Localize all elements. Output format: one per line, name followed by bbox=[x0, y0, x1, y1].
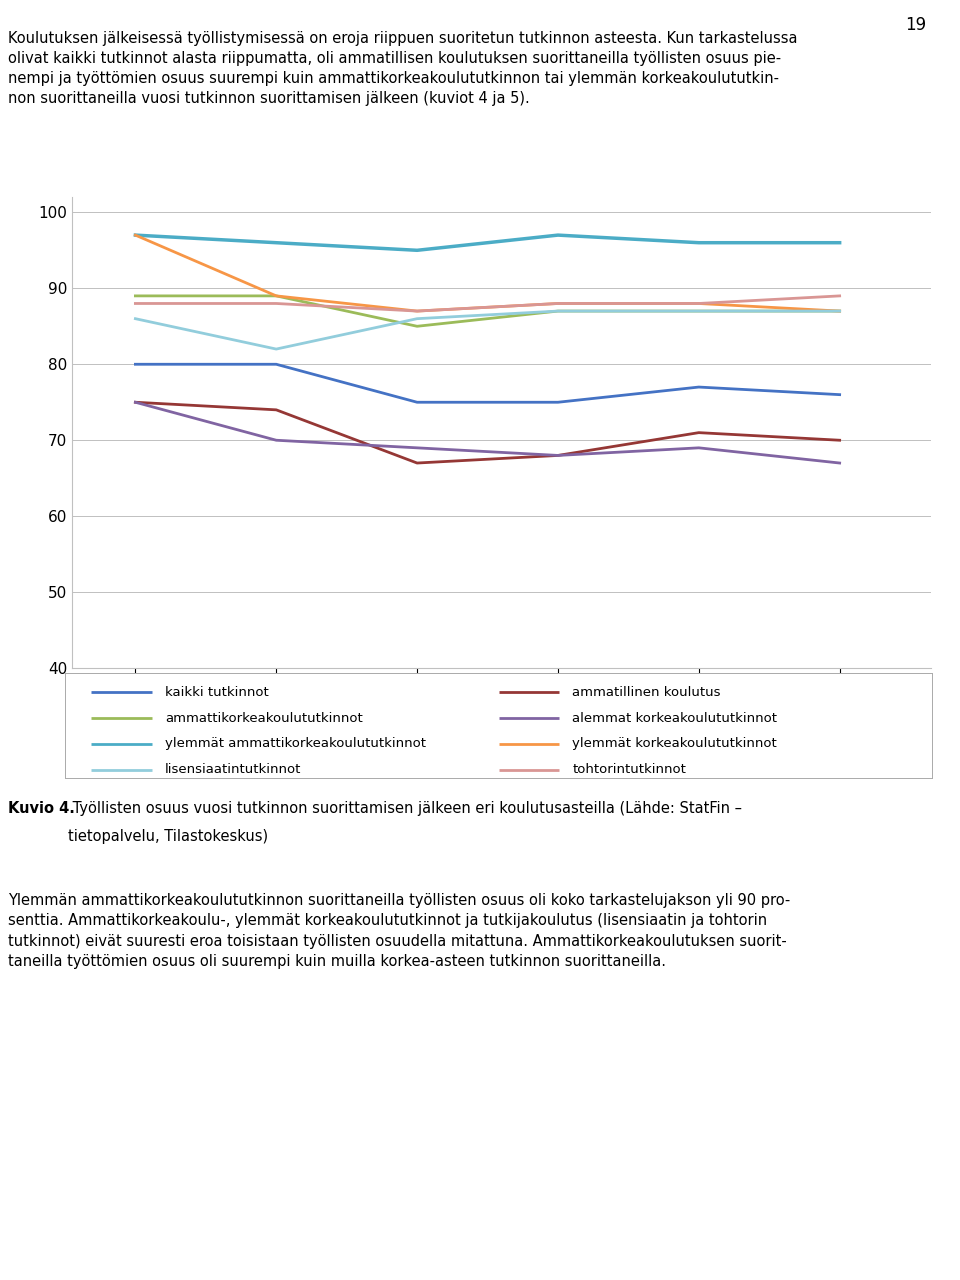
Text: ylemmät korkeakoulututkinnot: ylemmät korkeakoulututkinnot bbox=[572, 737, 778, 750]
Text: kaikki tutkinnot: kaikki tutkinnot bbox=[165, 686, 269, 699]
Text: lisensiaatintutkinnot: lisensiaatintutkinnot bbox=[165, 763, 301, 777]
Text: ylemmät ammattikorkeakoulututkinnot: ylemmät ammattikorkeakoulututkinnot bbox=[165, 737, 426, 750]
Text: Kuvio 4.: Kuvio 4. bbox=[8, 801, 75, 817]
Text: ammatillinen koulutus: ammatillinen koulutus bbox=[572, 686, 721, 699]
Text: Koulutuksen jälkeisessä työllistymisessä on eroja riippuen suoritetun tutkinnon : Koulutuksen jälkeisessä työllistymisessä… bbox=[8, 31, 797, 106]
Text: tohtorintutkinnot: tohtorintutkinnot bbox=[572, 763, 686, 777]
Text: tietopalvelu, Tilastokeskus): tietopalvelu, Tilastokeskus) bbox=[68, 829, 268, 845]
Text: 19: 19 bbox=[905, 15, 926, 35]
Text: alemmat korkeakoulututkinnot: alemmat korkeakoulututkinnot bbox=[572, 712, 778, 724]
Text: Ylemmän ammattikorkeakoulututkinnon suorittaneilla työllisten osuus oli koko tar: Ylemmän ammattikorkeakoulututkinnon suor… bbox=[8, 893, 790, 969]
Text: Työllisten osuus vuosi tutkinnon suorittamisen jälkeen eri koulutusasteilla (Läh: Työllisten osuus vuosi tutkinnon suoritt… bbox=[68, 801, 742, 817]
Text: ammattikorkeakoulututkinnot: ammattikorkeakoulututkinnot bbox=[165, 712, 363, 724]
